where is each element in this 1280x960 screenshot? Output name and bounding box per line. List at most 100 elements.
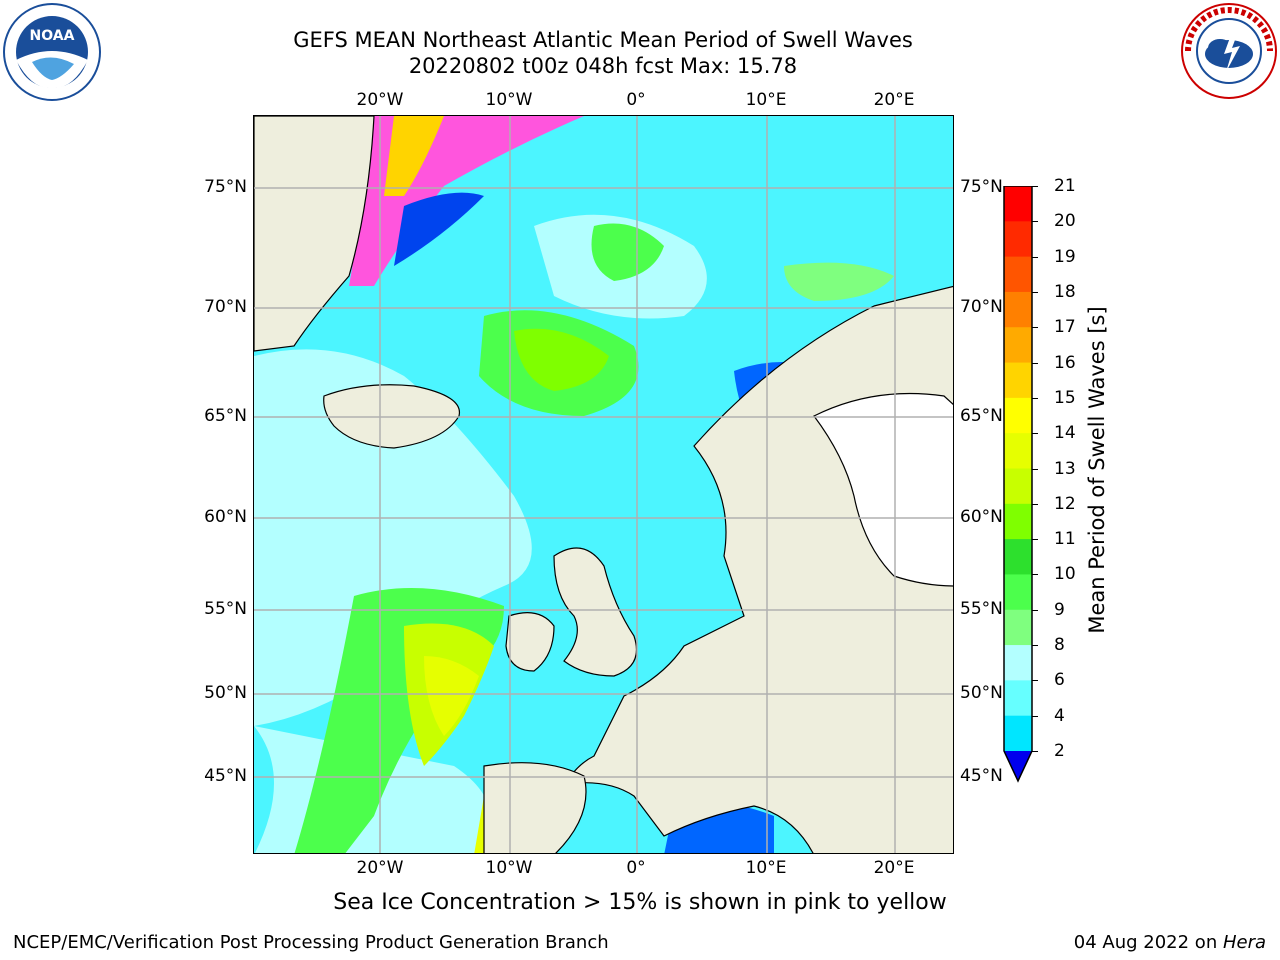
- band-8-9-west: [254, 349, 532, 726]
- lat-tick-right: 75°N: [960, 177, 1003, 197]
- colorbar-tick-mark: [1032, 751, 1038, 752]
- colorbar-tick-label: 19: [1054, 246, 1076, 267]
- colorbar: [1000, 185, 1040, 786]
- lon-tick-top: 0°: [626, 90, 646, 110]
- colorbar-segment: [1004, 221, 1032, 258]
- colorbar-tick-label: 9: [1054, 599, 1065, 620]
- lon-tick-bottom: 20°W: [356, 858, 404, 878]
- colorbar-tick-label: 20: [1054, 211, 1076, 232]
- colorbar-segment: [1004, 715, 1032, 752]
- nws-logo: [1180, 2, 1278, 100]
- colorbar-segment: [1004, 468, 1032, 505]
- colorbar-tick-label: 15: [1054, 387, 1076, 408]
- map-subtitle: 20220802 t00z 048h fcst Max: 15.78: [408, 54, 798, 78]
- colorbar-segment: [1004, 433, 1032, 469]
- map-title: GEFS MEAN Northeast Atlantic Mean Period…: [293, 28, 913, 52]
- colorbar-segment: [1004, 645, 1032, 681]
- colorbar-ticks: 21 20 19 18 17 16 15 14 13 12 11 10 9 8 6 4 2: [1032, 0, 1086, 960]
- lon-tick-top: 10°E: [745, 90, 787, 110]
- colorbar-tick-mark: [1032, 539, 1038, 541]
- colorbar-tick-label: 18: [1054, 281, 1076, 302]
- land-great-britain: [553, 547, 638, 677]
- lat-tick-right: 65°N: [960, 406, 1003, 426]
- land-greenland: [254, 116, 375, 352]
- colorbar-svg: [1003, 185, 1033, 783]
- lon-tick-top: 10°W: [485, 90, 533, 110]
- noaa-logo-text: NOAA: [30, 28, 75, 44]
- colorbar-segment: [1004, 327, 1032, 364]
- land-scandinavia-inland: [813, 392, 953, 587]
- colorbar-tick-label: 11: [1054, 529, 1076, 550]
- lon-tick-top: 20°E: [873, 90, 915, 110]
- footer-date: 04 Aug 2022 on Hera: [1074, 932, 1266, 953]
- colorbar-tick-label: 13: [1054, 458, 1076, 479]
- map-panel: [253, 115, 954, 854]
- colorbar-extend-arrow: [1004, 751, 1032, 781]
- colorbar-segment: [1004, 362, 1032, 399]
- colorbar-segment: [1004, 680, 1032, 717]
- sea-ice-high: [384, 116, 444, 196]
- map-svg: [254, 116, 953, 853]
- lat-tick-right: 55°N: [960, 599, 1003, 619]
- colorbar-segment: [1004, 503, 1032, 540]
- land-ireland: [505, 612, 555, 672]
- footer-machine: Hera: [1222, 932, 1266, 953]
- sea-ice-caption: Sea Ice Concentration > 15% is shown in …: [333, 890, 947, 915]
- colorbar-tick-mark: [1032, 433, 1038, 435]
- colorbar-tick-label: 2: [1054, 741, 1065, 761]
- colorbar-tick-label: 16: [1054, 352, 1076, 373]
- colorbar-segment: [1004, 186, 1032, 222]
- colorbar-tick-mark: [1032, 291, 1038, 293]
- noaa-logo: NOAA: [2, 2, 102, 102]
- colorbar-tick-label: 4: [1054, 705, 1065, 726]
- colorbar-tick-mark: [1032, 680, 1038, 682]
- colorbar-tick-mark: [1032, 645, 1038, 647]
- colorbar-segment: [1004, 574, 1032, 611]
- colorbar-tick-mark: [1032, 397, 1038, 399]
- band-11-12-norway-sea: [514, 328, 609, 391]
- lat-tick-left: 65°N: [204, 406, 247, 426]
- lat-tick-left: 75°N: [204, 177, 247, 197]
- band-10-jan-mayen: [591, 223, 664, 281]
- lat-tick-right: 50°N: [960, 683, 1003, 703]
- colorbar-tick-mark: [1032, 503, 1038, 505]
- colorbar-label: Mean Period of Swell Waves [s]: [1085, 306, 1109, 634]
- band-2-greenland-edge: [394, 192, 484, 266]
- colorbar-tick-mark: [1032, 715, 1038, 717]
- lon-tick-bottom: 20°E: [873, 858, 915, 878]
- colorbar-segment: [1004, 397, 1032, 434]
- colorbar-tick-label: 6: [1054, 670, 1065, 691]
- colorbar-frame: [1003, 185, 1033, 783]
- graticule: [254, 116, 953, 853]
- colorbar-segment: [1004, 256, 1032, 293]
- lon-tick-bottom: 10°W: [485, 858, 533, 878]
- footer-date-text: 04 Aug 2022 on: [1073, 932, 1223, 953]
- colorbar-segment: [1004, 291, 1032, 328]
- lat-tick-left: 45°N: [204, 766, 247, 786]
- colorbar-tick-mark: [1032, 468, 1038, 470]
- colorbar-tick-mark: [1032, 609, 1038, 611]
- lon-tick-bottom: 10°E: [745, 858, 787, 878]
- lon-tick-bottom: 0°: [626, 858, 646, 878]
- lon-tick-top: 20°W: [356, 90, 404, 110]
- colorbar-tick-label: 17: [1054, 317, 1076, 338]
- band-14-west-france: [424, 656, 479, 736]
- colorbar-tick-label: 21: [1054, 176, 1076, 196]
- band-9-barents: [784, 262, 894, 301]
- lat-tick-right: 70°N: [960, 297, 1003, 317]
- colorbar-tick-mark: [1032, 327, 1038, 329]
- colorbar-tick-label: 8: [1054, 635, 1065, 656]
- colorbar-tick-label: 10: [1054, 564, 1076, 585]
- colorbar-segment: [1004, 609, 1032, 646]
- lat-tick-right: 45°N: [960, 766, 1003, 786]
- colorbar-tick-mark: [1032, 574, 1038, 576]
- footer-producer: NCEP/EMC/Verification Post Processing Pr…: [13, 932, 609, 953]
- lat-tick-left: 70°N: [204, 297, 247, 317]
- colorbar-segment: [1004, 539, 1032, 575]
- colorbar-tick-mark: [1032, 186, 1038, 187]
- lat-tick-left: 50°N: [204, 683, 247, 703]
- colorbar-tick-label: 14: [1054, 423, 1076, 444]
- colorbar-tick-mark: [1032, 221, 1038, 223]
- colorbar-tick-mark: [1032, 256, 1038, 258]
- lat-tick-left: 60°N: [204, 507, 247, 527]
